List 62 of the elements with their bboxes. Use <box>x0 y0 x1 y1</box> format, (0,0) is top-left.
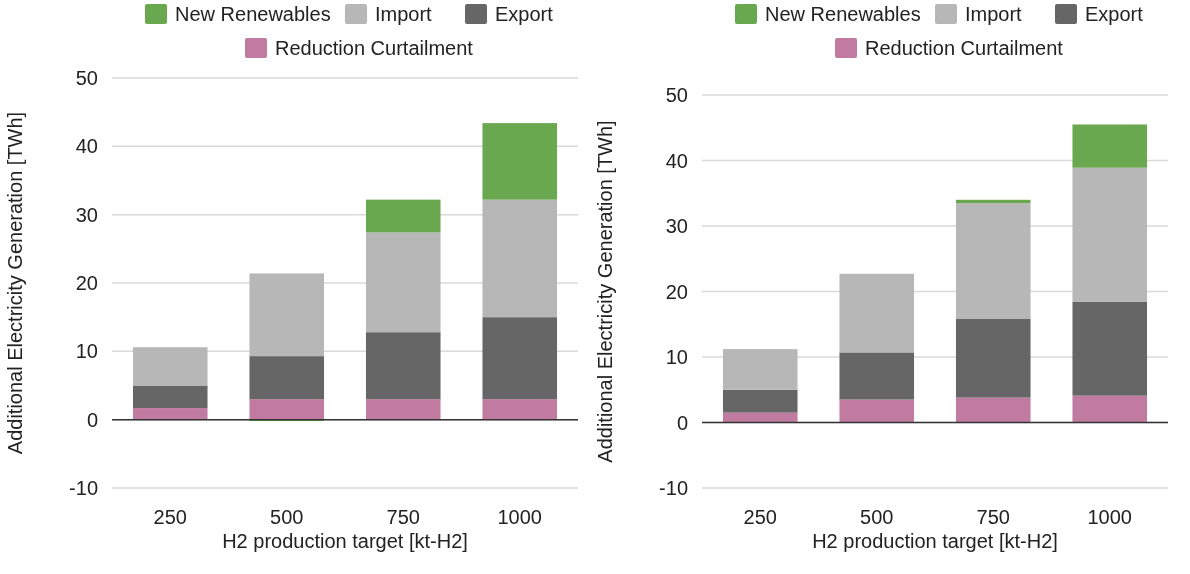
y-axis-title: Additional Electricity Generation [TWh] <box>594 120 616 463</box>
legend-label: Export <box>1085 3 1144 25</box>
legend-label: New Renewables <box>765 3 921 25</box>
legend-label: Reduction Curtailment <box>865 37 1064 59</box>
x-axis-title: H2 production target [kt-H2] <box>812 530 1058 552</box>
bar <box>839 352 915 400</box>
y-tick-label: 20 <box>665 280 688 303</box>
bar <box>365 232 441 333</box>
bar <box>955 319 1031 398</box>
y-tick-label: -10 <box>69 477 98 499</box>
x-tick-label: 1000 <box>1087 506 1132 528</box>
bar <box>132 347 208 386</box>
bar <box>249 356 325 400</box>
y-axis-title: Additional Electricity Generation [TWh] <box>4 111 26 455</box>
bar <box>482 399 558 420</box>
y-tick-label: 50 <box>665 84 688 106</box>
y-tick-label: 0 <box>86 408 98 431</box>
bar <box>1072 301 1148 396</box>
bar <box>482 123 558 200</box>
legend-label: Export <box>495 3 554 25</box>
y-tick-label: 40 <box>75 135 98 158</box>
y-tick-label: 0 <box>676 411 688 434</box>
bar <box>722 389 798 413</box>
bar <box>722 412 798 423</box>
y-tick-label: 10 <box>665 346 688 368</box>
bar <box>955 199 1031 204</box>
bar <box>249 273 325 357</box>
legend-label: Import <box>965 3 1023 25</box>
bar <box>365 399 441 420</box>
x-tick-label: 750 <box>386 506 420 528</box>
bar <box>1072 124 1148 168</box>
bar <box>839 399 915 423</box>
legend-label: Import <box>375 3 433 25</box>
x-tick-label: 250 <box>743 506 777 528</box>
x-tick-label: 500 <box>270 506 304 528</box>
x-tick-label: 500 <box>860 506 894 528</box>
legend-label: Reduction Curtailment <box>275 37 474 59</box>
x-axis-title: H2 production target [kt-H2] <box>222 530 468 552</box>
x-tick-label: 250 <box>153 506 187 528</box>
bar <box>1072 395 1148 423</box>
bar <box>132 385 208 409</box>
legend-label: New Renewables <box>175 3 331 25</box>
bar <box>839 273 915 353</box>
bar <box>482 317 558 400</box>
bar <box>955 397 1031 423</box>
bar <box>482 199 558 318</box>
bar <box>722 349 798 390</box>
y-tick-label: 30 <box>75 203 98 226</box>
bar <box>955 203 1031 320</box>
y-tick-label: 40 <box>665 149 688 172</box>
bar <box>1072 167 1148 302</box>
y-tick-label: 30 <box>665 215 688 237</box>
y-tick-label: -10 <box>659 477 688 499</box>
bar <box>132 408 208 420</box>
bar <box>249 399 325 420</box>
y-tick-label: 50 <box>75 67 98 89</box>
x-tick-label: 750 <box>976 506 1010 528</box>
y-tick-label: 20 <box>75 272 98 294</box>
x-tick-label: 1000 <box>497 506 542 528</box>
bar <box>365 332 441 400</box>
y-tick-label: 10 <box>75 340 98 363</box>
bar <box>365 199 441 233</box>
